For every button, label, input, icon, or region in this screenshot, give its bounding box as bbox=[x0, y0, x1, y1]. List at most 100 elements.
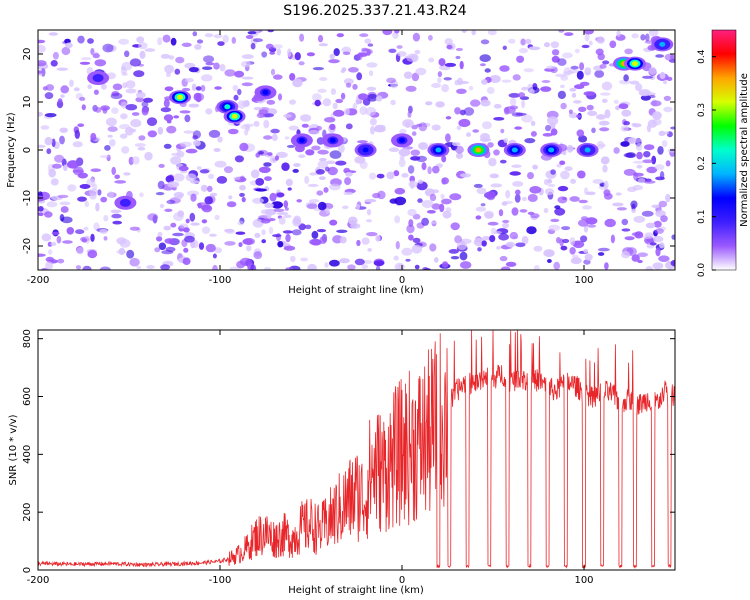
noise-blob bbox=[163, 98, 170, 108]
noise-blob bbox=[165, 71, 171, 78]
noise-blob bbox=[448, 249, 459, 254]
noise-blob bbox=[594, 70, 605, 78]
noise-blob bbox=[643, 180, 656, 184]
noise-blob bbox=[228, 195, 233, 200]
noise-blob bbox=[625, 152, 636, 159]
y-tick-label: 400 bbox=[22, 445, 33, 464]
chart-title: S196.2025.337.21.43.R24 bbox=[283, 3, 466, 19]
noise-blob bbox=[347, 264, 356, 270]
noise-blob bbox=[574, 84, 585, 90]
noise-blob bbox=[456, 125, 462, 131]
noise-blob bbox=[425, 101, 433, 106]
noise-blob bbox=[308, 199, 320, 203]
noise-blob bbox=[196, 39, 204, 44]
noise-blob bbox=[200, 84, 206, 92]
noise-blob bbox=[267, 152, 273, 156]
noise-blob bbox=[236, 260, 246, 269]
noise-blob bbox=[198, 242, 205, 250]
noise-blob bbox=[239, 142, 249, 152]
noise-blob bbox=[369, 172, 377, 180]
noise-blob bbox=[118, 38, 129, 45]
noise-blob bbox=[233, 94, 239, 101]
noise-blob bbox=[234, 155, 244, 163]
noise-blob bbox=[559, 84, 566, 89]
noise-blob bbox=[580, 235, 588, 243]
noise-blob bbox=[483, 210, 494, 219]
noise-blob bbox=[430, 189, 440, 194]
noise-blob bbox=[365, 106, 377, 116]
noise-blob bbox=[200, 184, 208, 192]
noise-blob bbox=[526, 226, 537, 235]
noise-blob bbox=[317, 88, 327, 94]
noise-blob bbox=[157, 180, 165, 190]
noise-blob bbox=[277, 93, 283, 101]
noise-blob bbox=[421, 200, 434, 208]
noise-blob bbox=[455, 152, 464, 159]
noise-blob bbox=[90, 168, 102, 172]
noise-blob bbox=[621, 109, 632, 117]
noise-blob bbox=[317, 201, 327, 211]
noise-blob bbox=[87, 38, 94, 44]
noise-blob bbox=[340, 92, 346, 100]
y-tick-label: 600 bbox=[22, 387, 33, 406]
noise-blob bbox=[530, 120, 536, 127]
noise-blob bbox=[165, 175, 175, 183]
noise-blob bbox=[670, 126, 675, 130]
noise-blob bbox=[271, 201, 283, 209]
noise-blob bbox=[493, 103, 502, 109]
noise-blob bbox=[564, 32, 574, 36]
noise-blob bbox=[476, 187, 487, 195]
spectrogram-y-label: Frequency (Hz) bbox=[6, 112, 17, 188]
noise-blob bbox=[38, 39, 46, 44]
noise-blob bbox=[663, 79, 667, 85]
noise-blob bbox=[645, 266, 653, 270]
noise-blob bbox=[112, 83, 123, 91]
noise-blob bbox=[183, 227, 190, 233]
noise-blob bbox=[521, 235, 529, 245]
spectrogram-hotspots bbox=[87, 37, 674, 210]
noise-blob bbox=[479, 54, 491, 62]
noise-blob bbox=[102, 43, 114, 53]
noise-blob bbox=[388, 48, 397, 53]
noise-blob bbox=[209, 233, 217, 237]
noise-blob bbox=[296, 199, 303, 203]
noise-blob bbox=[237, 88, 242, 96]
noise-blob bbox=[173, 173, 185, 182]
noise-blob bbox=[144, 151, 153, 161]
noise-blob bbox=[192, 31, 198, 37]
noise-blob bbox=[441, 155, 447, 163]
noise-blob bbox=[106, 72, 116, 80]
noise-blob bbox=[292, 168, 299, 173]
noise-blob bbox=[651, 204, 661, 208]
noise-blob bbox=[547, 183, 556, 187]
noise-blob bbox=[572, 100, 582, 104]
noise-blob bbox=[637, 259, 643, 264]
snr-x-label: Height of straight line (km) bbox=[288, 585, 424, 596]
noise-blob bbox=[646, 166, 658, 174]
noise-blob bbox=[107, 134, 113, 138]
noise-blob bbox=[345, 82, 352, 88]
noise-blob bbox=[125, 126, 134, 136]
noise-blob bbox=[544, 188, 555, 196]
noise-blob bbox=[599, 127, 610, 132]
noise-blob bbox=[498, 209, 504, 217]
noise-blob bbox=[293, 163, 301, 167]
noise-blob bbox=[163, 143, 172, 149]
noise-blob bbox=[94, 59, 107, 67]
noise-blob bbox=[401, 247, 413, 256]
noise-blob bbox=[369, 118, 377, 126]
noise-blob bbox=[408, 219, 414, 228]
noise-blob bbox=[95, 202, 100, 212]
noise-blob bbox=[173, 115, 180, 119]
noise-blob bbox=[99, 155, 110, 159]
x-tick-label: 100 bbox=[574, 575, 593, 586]
noise-blob bbox=[191, 83, 197, 92]
spectrogram-hotspot bbox=[362, 147, 369, 153]
noise-blob bbox=[323, 187, 329, 193]
noise-blob bbox=[147, 213, 159, 221]
noise-blob bbox=[45, 256, 55, 263]
noise-blob bbox=[596, 36, 605, 44]
noise-blob bbox=[329, 150, 342, 159]
noise-blob bbox=[547, 259, 552, 263]
noise-blob bbox=[325, 207, 330, 215]
